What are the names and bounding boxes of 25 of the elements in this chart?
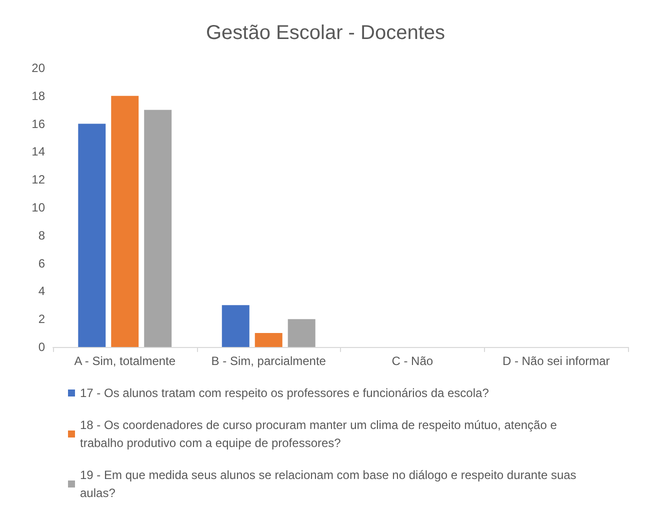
bar bbox=[254, 333, 282, 347]
y-tick-label: 2 bbox=[38, 312, 46, 326]
x-tick-label: A - Sim, totalmente bbox=[74, 354, 176, 368]
bar bbox=[288, 319, 316, 347]
y-tick-label: 8 bbox=[38, 228, 46, 242]
legend-label: 19 - Em que medida seus alunos se relacionam com base no diálogo e respeito durante suas aulas? bbox=[80, 468, 580, 500]
x-tick-label: B - Sim, parcialmente bbox=[211, 354, 326, 368]
y-tick-label: 6 bbox=[38, 256, 46, 270]
bar bbox=[222, 305, 250, 347]
legend-label: 18 - Os coordenadores de curso procuram manter um clima de respeito mútuo, atenção e trabalho produtivo com a equipe de professores? bbox=[80, 418, 560, 450]
y-tick-label: 10 bbox=[32, 200, 46, 214]
legend-label: 17 - Os alunos tratam com respeito os professores e funcionários da escola? bbox=[80, 386, 490, 400]
y-tick-label: 12 bbox=[32, 172, 46, 187]
y-tick-label: 20 bbox=[32, 61, 46, 75]
x-tick-label: C - Não bbox=[392, 354, 434, 368]
bar bbox=[78, 124, 106, 347]
y-tick-label: 0 bbox=[38, 340, 46, 354]
x-tick-label: D - Não sei informar bbox=[502, 354, 610, 368]
y-tick-label: 4 bbox=[38, 284, 46, 298]
chart-title: Gestão Escolar - Docentes bbox=[206, 22, 445, 44]
bar bbox=[111, 96, 139, 347]
y-tick-label: 14 bbox=[32, 144, 46, 159]
y-tick-label: 16 bbox=[32, 116, 46, 131]
bar bbox=[144, 110, 172, 347]
y-tick-label: 18 bbox=[32, 88, 46, 103]
